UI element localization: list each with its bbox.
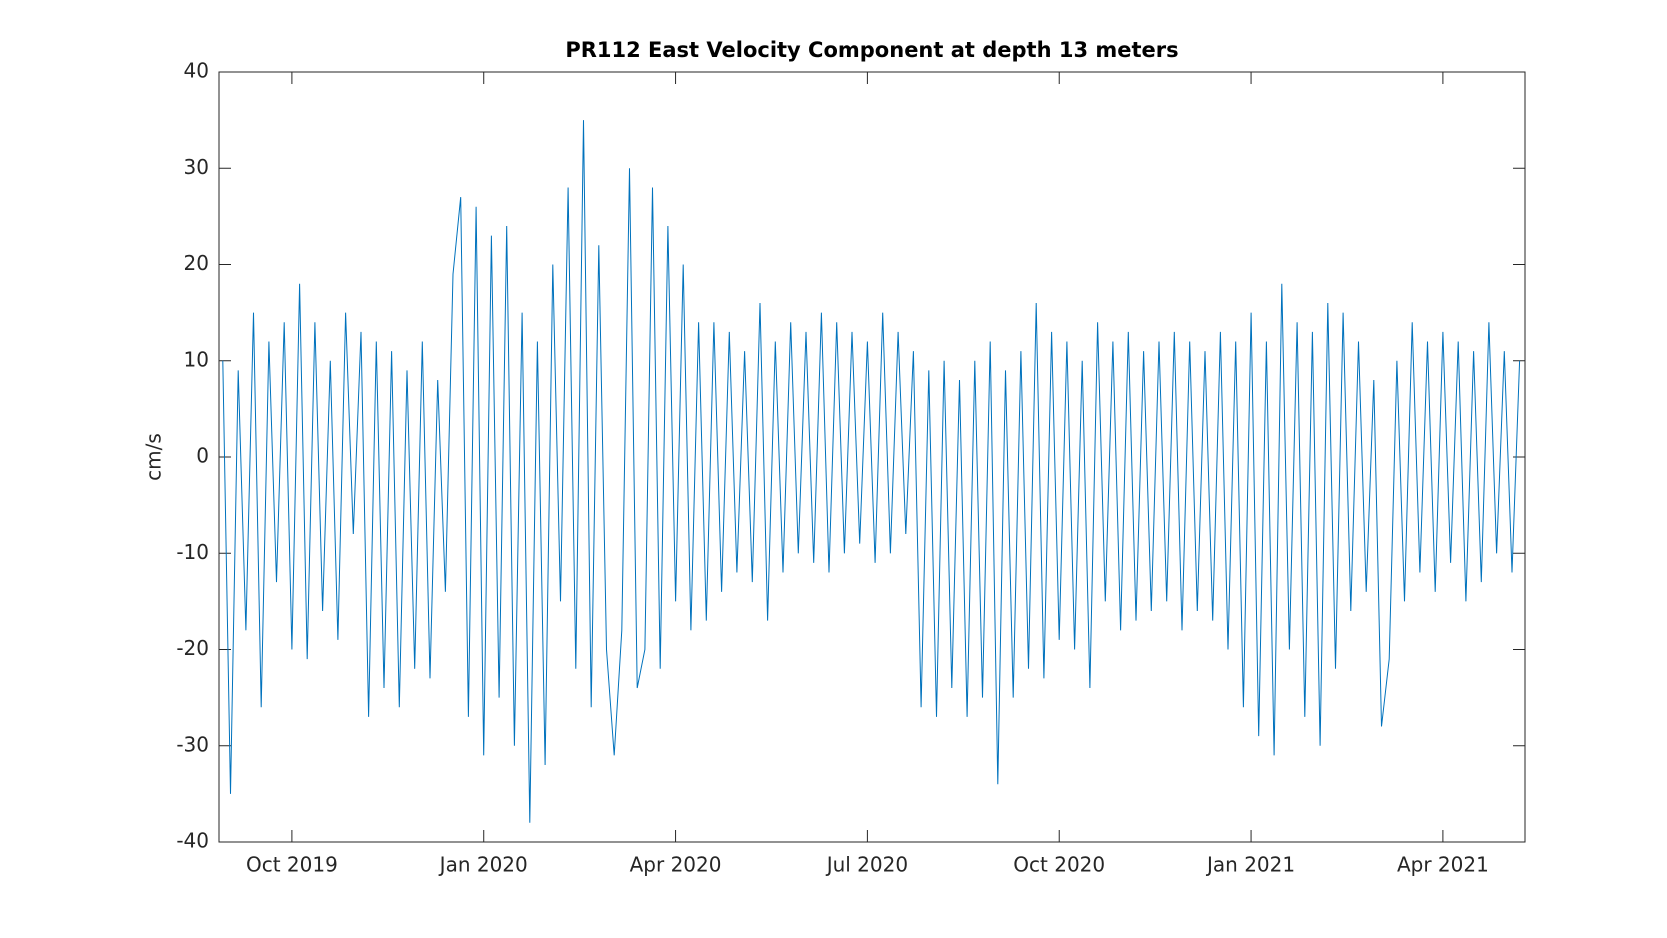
chart-title: PR112 East Velocity Component at depth 1… bbox=[565, 38, 1178, 62]
y-tick-label: -20 bbox=[176, 636, 209, 660]
x-tick-label: Jan 2021 bbox=[1205, 853, 1295, 877]
y-tick-label: -30 bbox=[176, 732, 209, 756]
y-tick-label: -10 bbox=[176, 540, 209, 564]
x-tick-label: Apr 2021 bbox=[1397, 853, 1489, 877]
series-line bbox=[222, 120, 1521, 823]
y-tick-label: 30 bbox=[184, 155, 209, 179]
y-tick-label: 20 bbox=[184, 251, 209, 275]
y-tick-label: 40 bbox=[184, 59, 209, 83]
x-tick-label: Oct 2020 bbox=[1013, 853, 1105, 877]
axes-frame bbox=[218, 71, 1526, 843]
x-tick-label: Apr 2020 bbox=[630, 853, 722, 877]
y-tick-label: -40 bbox=[176, 829, 209, 853]
x-tick-label: Jul 2020 bbox=[825, 853, 908, 877]
y-tick-label: 10 bbox=[184, 347, 209, 371]
y-tick-label: 0 bbox=[196, 444, 209, 468]
x-tick-label: Jan 2020 bbox=[438, 853, 528, 877]
x-tick-label: Oct 2019 bbox=[246, 853, 338, 877]
y-axis-label: cm/s bbox=[142, 433, 166, 481]
